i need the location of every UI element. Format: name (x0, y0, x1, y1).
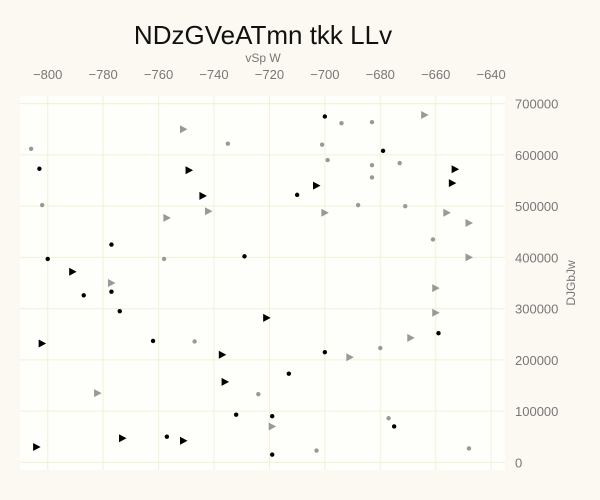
data-point-triangle (180, 125, 188, 134)
x-axis-label: vSp W (245, 51, 281, 65)
data-point-circle (150, 338, 156, 344)
data-point-triangle (432, 308, 440, 317)
data-point-circle (386, 416, 391, 421)
x-tick-label: −740 (199, 67, 228, 82)
y-tick-label: 500000 (515, 199, 558, 214)
data-point-triangle (421, 110, 429, 119)
x-tick-label: −680 (366, 67, 395, 82)
data-point-circle (339, 120, 344, 126)
chart-title: NDzGVeATmn tkk LLv (134, 20, 392, 50)
y-tick-label: 700000 (515, 97, 558, 112)
data-point-circle (355, 202, 361, 208)
data-point-circle (28, 146, 34, 151)
data-point-triangle (346, 353, 354, 362)
data-point-circle (378, 345, 383, 351)
data-point-circle (391, 424, 397, 429)
data-point-circle (37, 166, 42, 171)
data-point-triangle (432, 284, 440, 293)
x-tick-label: −660 (421, 67, 450, 82)
data-point-circle (270, 414, 275, 419)
data-point-circle (397, 160, 402, 166)
data-point-circle (256, 391, 261, 397)
grid (20, 96, 505, 470)
data-point-triangle (163, 213, 171, 222)
data-point-triangle (33, 442, 41, 451)
data-point-triangle (268, 422, 277, 431)
data-point-circle (286, 371, 292, 376)
data-point-triangle (38, 339, 47, 348)
data-point-triangle (407, 333, 415, 342)
data-point-circle (466, 446, 472, 451)
data-point-circle (380, 148, 386, 154)
data-point-circle (192, 339, 197, 344)
data-point-triangle (321, 208, 329, 217)
data-point-circle (117, 308, 122, 314)
y-tick-label: 0 (515, 455, 522, 470)
y-tick-label: 200000 (515, 353, 558, 368)
data-point-triangle (199, 191, 207, 200)
data-point-circle (161, 256, 167, 262)
data-point-circle (325, 157, 330, 163)
data-point-triangle (119, 434, 127, 443)
data-point-triangle (180, 436, 188, 445)
data-point-circle (242, 254, 247, 259)
data-point-triangle (448, 179, 457, 188)
data-point-triangle (204, 207, 213, 216)
data-point-triangle (313, 181, 321, 190)
data-point-circle (403, 203, 408, 209)
y-axis-ticks: 0 100000 200000 300000 400000 500000 600000 700… (515, 97, 558, 471)
y-axis-label: DJGbJw (564, 260, 578, 306)
x-tick-label: −780 (88, 67, 117, 82)
data-point-circle (322, 349, 328, 355)
data-point-triangle (94, 389, 102, 398)
x-tick-label: −700 (310, 67, 339, 82)
data-point-circle (319, 142, 325, 147)
data-point-triangle (451, 165, 460, 174)
x-tick-label: −640 (476, 67, 505, 82)
y-tick-label: 600000 (515, 148, 558, 163)
data-point-circle (164, 434, 170, 439)
data-point-triangle (465, 253, 473, 262)
data-point-circle (369, 175, 375, 180)
data-point-circle (369, 162, 375, 168)
x-axis-ticks: −800 −780 −760 −740 −720 −700 −680 −660 −640 (33, 67, 506, 82)
data-point-circle (225, 141, 231, 146)
data-point-triangle (218, 350, 227, 359)
data-point-triangle (465, 219, 473, 228)
x-tick-label: −800 (33, 67, 62, 82)
data-point-circle (369, 119, 375, 125)
data-point-circle (430, 237, 436, 242)
y-tick-label: 400000 (515, 250, 558, 265)
data-point-triangle (443, 208, 451, 217)
data-points (28, 110, 473, 457)
data-point-circle (314, 448, 319, 453)
data-point-circle (81, 293, 86, 298)
x-tick-label: −720 (255, 67, 284, 82)
y-tick-label: 100000 (515, 404, 558, 419)
data-point-circle (270, 452, 275, 457)
data-point-circle (322, 114, 328, 119)
data-point-circle (436, 331, 441, 336)
data-point-triangle (107, 279, 116, 287)
x-tick-label: −760 (144, 67, 173, 82)
data-point-triangle (221, 377, 230, 386)
data-point-triangle (263, 313, 271, 322)
data-point-triangle (185, 166, 194, 175)
y-tick-label: 300000 (515, 302, 558, 317)
data-point-circle (233, 412, 239, 417)
data-point-circle (45, 256, 50, 262)
data-point-circle (109, 289, 114, 294)
plot-area (20, 96, 505, 470)
data-point-circle (39, 202, 45, 208)
data-point-triangle (69, 267, 77, 276)
data-point-circle (109, 242, 114, 247)
data-point-circle (294, 192, 300, 198)
